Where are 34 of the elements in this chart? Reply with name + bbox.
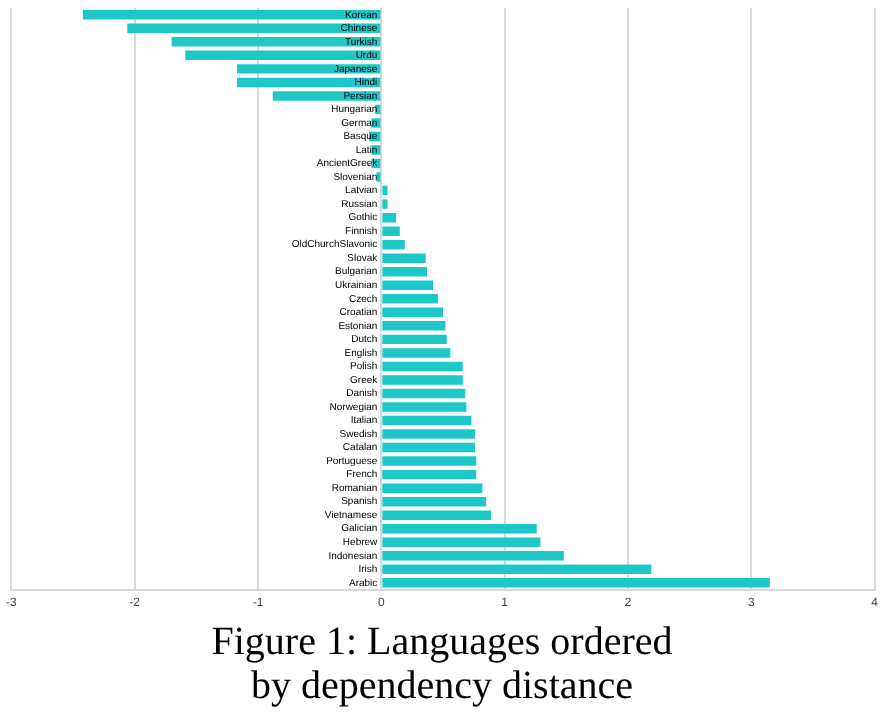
bar (237, 64, 381, 74)
bar (382, 429, 476, 439)
bar (382, 239, 405, 250)
bar (185, 50, 381, 61)
bar (382, 402, 467, 412)
bar (382, 334, 447, 345)
bar (382, 388, 466, 399)
bar (382, 212, 397, 223)
bar (382, 361, 463, 372)
bar (382, 483, 483, 493)
text: Figure 1: Languages ordered by dependency distance (209, 620, 675, 708)
bar (382, 321, 446, 331)
bar (382, 415, 472, 426)
bar (382, 280, 434, 291)
bar (382, 537, 541, 547)
bar (382, 496, 487, 507)
bar (382, 294, 439, 304)
bar (382, 199, 388, 209)
bar (382, 348, 451, 358)
bar (382, 510, 492, 520)
bar (382, 253, 426, 263)
bar (382, 267, 427, 277)
bar (382, 226, 400, 236)
bar (382, 564, 652, 575)
bar (382, 185, 388, 196)
bar (382, 442, 476, 453)
bar (382, 551, 564, 561)
bar (171, 37, 381, 47)
bar (382, 375, 463, 385)
bar (382, 469, 477, 480)
bar (382, 307, 443, 318)
bar (382, 456, 477, 466)
bar (382, 524, 537, 534)
bar (382, 578, 770, 588)
